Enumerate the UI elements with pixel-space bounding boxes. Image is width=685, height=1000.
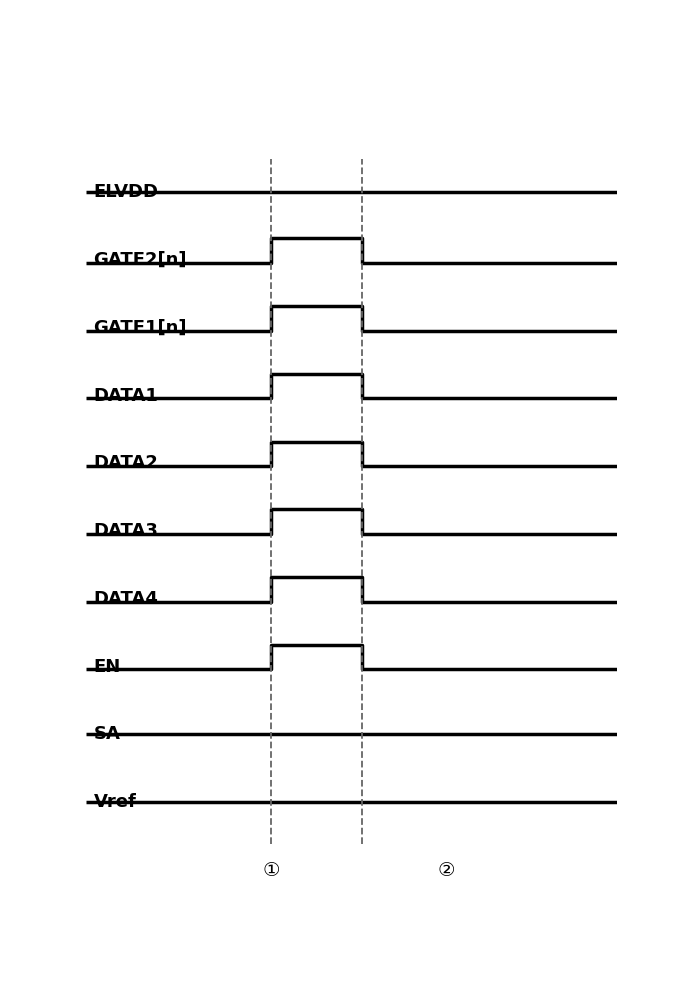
Text: SA: SA (94, 725, 121, 743)
Text: Vref: Vref (94, 793, 136, 811)
Text: DATA1: DATA1 (94, 387, 158, 405)
Text: GATE1[n]: GATE1[n] (94, 319, 187, 337)
Text: GATE2[n]: GATE2[n] (94, 251, 187, 269)
Text: DATA3: DATA3 (94, 522, 158, 540)
Text: EN: EN (94, 658, 121, 676)
Text: DATA4: DATA4 (94, 590, 158, 608)
Text: ELVDD: ELVDD (94, 183, 159, 201)
Text: ②: ② (438, 861, 456, 880)
Text: ①: ① (262, 861, 280, 880)
Text: DATA2: DATA2 (94, 454, 158, 472)
